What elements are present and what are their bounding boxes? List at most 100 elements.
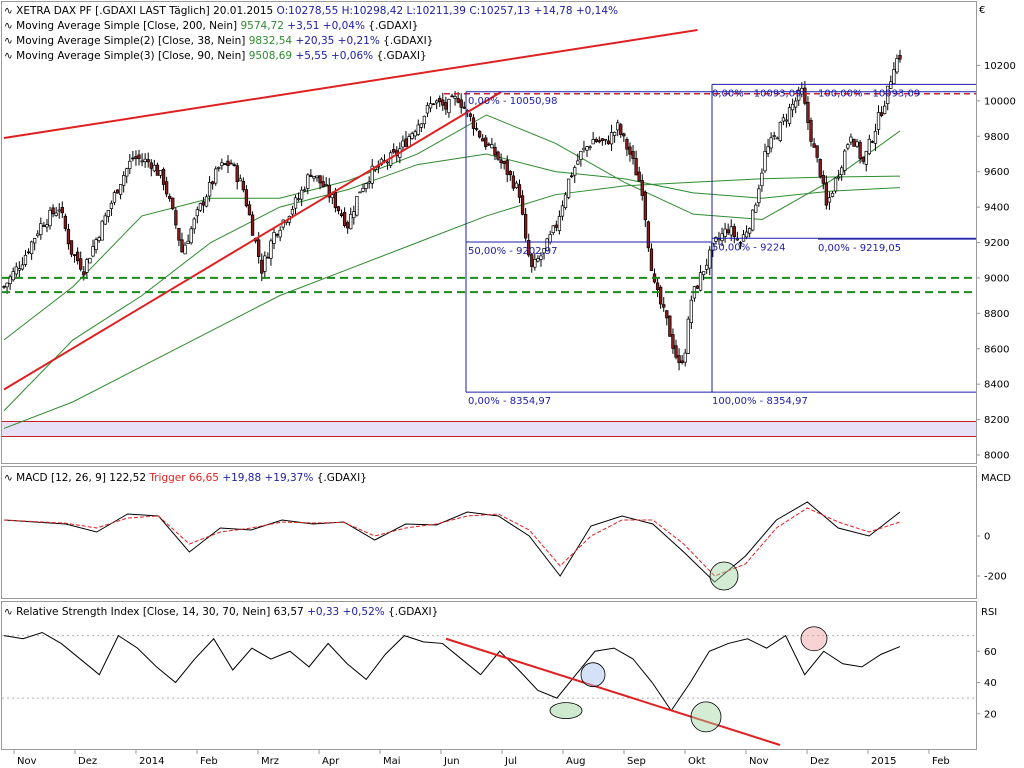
candle-body [290, 209, 295, 215]
candle-body [462, 106, 466, 109]
candle-body [542, 248, 546, 254]
candle-body [45, 224, 49, 228]
candle-body [164, 181, 169, 195]
candle-body [481, 138, 485, 142]
candle-body [744, 231, 749, 238]
candle-body [296, 198, 301, 201]
candle-body [152, 164, 157, 172]
candle-body [75, 251, 80, 262]
candle-body [392, 149, 396, 153]
y-tick-label: 8400 [984, 380, 1009, 391]
candle-body [88, 258, 92, 264]
rsi-legend[interactable]: ∿ Relative Strength Index [Close, 14, 30… [4, 606, 438, 618]
candle-body [705, 264, 709, 270]
candle-body [355, 195, 359, 216]
candle-body [824, 182, 829, 206]
candle-body [275, 233, 279, 236]
candle-body [477, 130, 482, 138]
trend-icon: ∿ [4, 472, 13, 484]
legend-row-price[interactable]: ∿ XETRA DAX PF [.GDAXI LAST Täglich] 20.… [4, 5, 618, 17]
candle-body [459, 99, 463, 108]
candle-body [898, 55, 902, 60]
legend-name: MACD [12, 26, 9] [16, 472, 106, 484]
candle-body [195, 209, 199, 217]
legend-name: Moving Average Simple(2) [Close, 38, Nei… [16, 35, 245, 47]
legend-name: Moving Average Simple [Close, 200, Nein] [16, 20, 237, 32]
candle-body [306, 174, 310, 189]
x-tick-label: 2015 [871, 756, 896, 767]
candle-body [441, 99, 445, 106]
candle-body [438, 97, 442, 103]
legend-change: +20,35 +0,21% [295, 35, 379, 47]
candle-body [312, 176, 316, 179]
candle-body [54, 212, 58, 216]
candle-body [370, 165, 374, 184]
candle-body [551, 225, 555, 233]
fib-label: 0,00% - 10093,09 [712, 88, 801, 99]
candle-body [603, 138, 608, 141]
candle-body [428, 103, 433, 109]
candle-body [214, 168, 218, 184]
candle-body [23, 254, 28, 265]
candle-body [272, 232, 276, 244]
candle-body [82, 271, 86, 276]
legend-row-ma90[interactable]: ∿ Moving Average Simple(3) [Close, 90, N… [4, 50, 427, 62]
candle-body [401, 140, 405, 148]
candle-body [597, 140, 601, 143]
trigger-line [3, 507, 901, 577]
candle-body [69, 240, 74, 255]
macd-legend[interactable]: ∿ MACD [12, 26, 9] 122,52 Trigger 66,65 … [4, 472, 367, 484]
candle-body [349, 213, 353, 230]
macd-series [3, 501, 901, 591]
candle-body [591, 139, 595, 145]
candle-body [140, 160, 144, 163]
y-axis: 10200 10000 9800 9600 9400 9200 9000 8800 8600 84… [976, 61, 1016, 720]
candle-body [158, 170, 163, 176]
legend-value: 9574,72 [241, 20, 284, 32]
candle-body [471, 117, 476, 129]
candle-body [171, 197, 175, 210]
rsi-line [3, 631, 901, 712]
macd-line [3, 501, 901, 583]
legend-row-ma200[interactable]: ∿ Moving Average Simple [Close, 200, Nei… [4, 20, 419, 32]
y-tick-label: 8000 [984, 451, 1009, 462]
moving-average-line [3, 153, 901, 412]
x-axis: Nov Dez 2014 Feb Mrz Apr Mai Jun Jul Aug Sep Okt Nov… [13, 750, 950, 767]
candle-body [330, 194, 334, 199]
candle-body [278, 229, 282, 238]
candle-body [536, 258, 540, 262]
candle-body [490, 144, 494, 149]
candle-body [723, 228, 727, 237]
candle-body [701, 271, 706, 276]
candle-body [189, 228, 193, 244]
legend-value: 63,57 [274, 606, 304, 618]
candle-body [155, 164, 160, 176]
legend-high: H:10298,42 [342, 5, 404, 17]
legend-symbol: {.GDAXI} [388, 606, 438, 618]
candle-body [358, 191, 362, 194]
legend-row-ma38[interactable]: ∿ Moving Average Simple(2) [Close, 38, N… [4, 35, 433, 47]
candle-body [72, 254, 77, 257]
candle-body [760, 172, 764, 187]
candle-body [11, 271, 15, 281]
candle-body [548, 234, 552, 243]
candle-body [244, 189, 249, 207]
macd-axis-title: MACD [981, 473, 1011, 484]
x-tick-label: Nov [749, 756, 769, 767]
candle-body [42, 225, 46, 227]
legend-date: 20.01.2015 [213, 5, 273, 17]
candle-body [634, 158, 638, 176]
fib-label: 0,00% - 10050,98 [468, 96, 557, 107]
candle-body [539, 255, 543, 260]
candle-body [520, 195, 525, 215]
candle-body [318, 175, 322, 184]
candle-body [48, 209, 52, 227]
x-tick-label: Dez [810, 756, 829, 767]
candle-body [106, 209, 110, 217]
y-tick-label: 0 [984, 532, 990, 543]
x-tick-label: Nov [17, 756, 37, 767]
x-tick-label: Jun [443, 756, 460, 767]
legend-value: 122,52 [109, 472, 146, 484]
candle-body [484, 137, 488, 148]
candle-body [315, 175, 319, 179]
